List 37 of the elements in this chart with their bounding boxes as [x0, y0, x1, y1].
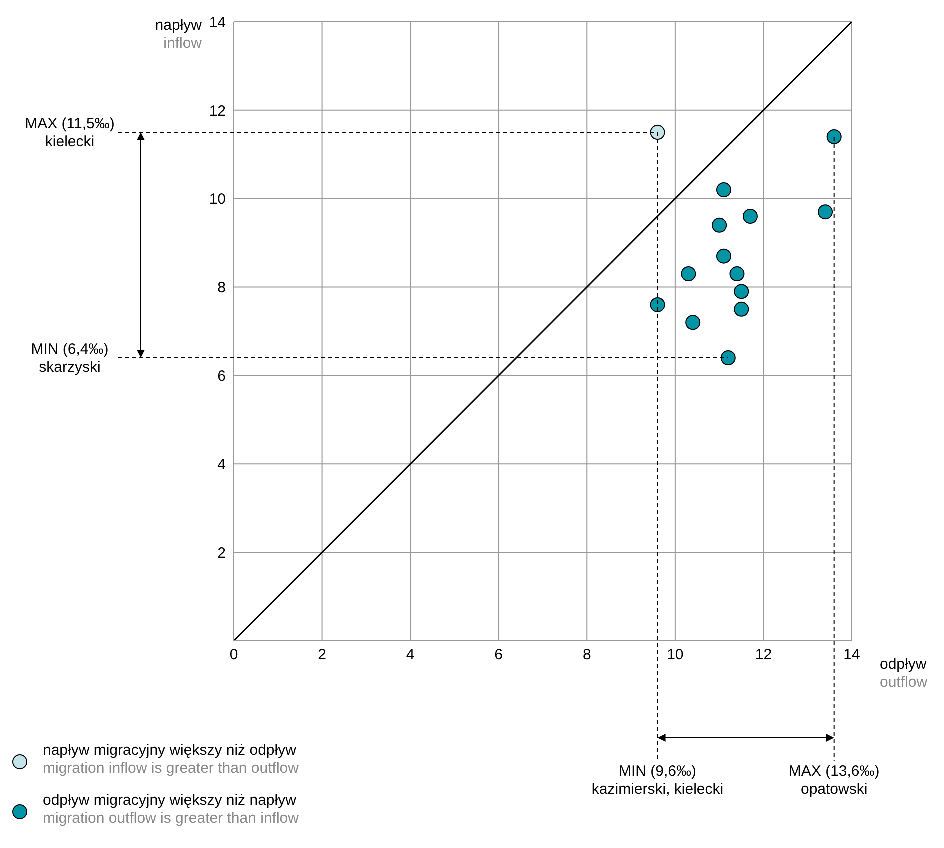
point [650, 125, 666, 140]
point [716, 248, 732, 264]
x-tick-label: 10 [667, 646, 684, 664]
x-tick-label: 12 [755, 646, 772, 664]
point [716, 182, 732, 198]
x-tick-label: 4 [406, 646, 415, 664]
point [712, 218, 728, 233]
annotation: MIN (9,6‰) kazimierski, kielecki [592, 763, 724, 798]
point [650, 297, 666, 312]
legend-label: odpływ migracyjny większy niż napływ migration outflow is greater than inflow [43, 792, 300, 827]
point [734, 302, 750, 317]
point [742, 209, 758, 224]
point [730, 266, 745, 282]
annotation: MAX (13,6‰) opatowski [788, 763, 880, 798]
y-tick-label: 10 [209, 191, 226, 208]
y-tick-label: 6 [218, 368, 226, 386]
x-tick-label: 2 [318, 646, 326, 664]
point [686, 315, 701, 330]
y-tick-label: 14 [209, 14, 226, 32]
y-tick-label: 12 [209, 102, 226, 120]
legend-label: napływ migracyjny większy niż odpływ migration inflow is greater than outflow [43, 742, 300, 777]
y-tick-label: 4 [218, 456, 226, 474]
annotation: MIN (6,4‰) skarzyski [31, 341, 109, 376]
y-axis-title: napływ inflow [155, 17, 202, 52]
point [720, 350, 736, 366]
x-axis-title: odpływ outflow [880, 656, 928, 691]
point [681, 266, 696, 282]
point [734, 284, 750, 300]
y-tick-label: 8 [218, 280, 226, 297]
point [826, 129, 842, 144]
x-tick-label: 0 [230, 646, 238, 664]
x-tick-label: 14 [844, 646, 860, 664]
point [818, 204, 834, 220]
x-tick-label: 6 [494, 646, 504, 664]
annotation: MAX (11,5‰) kielecki [25, 116, 115, 151]
x-tick-label: 8 [582, 646, 592, 664]
y-tick-label: 2 [218, 544, 226, 562]
